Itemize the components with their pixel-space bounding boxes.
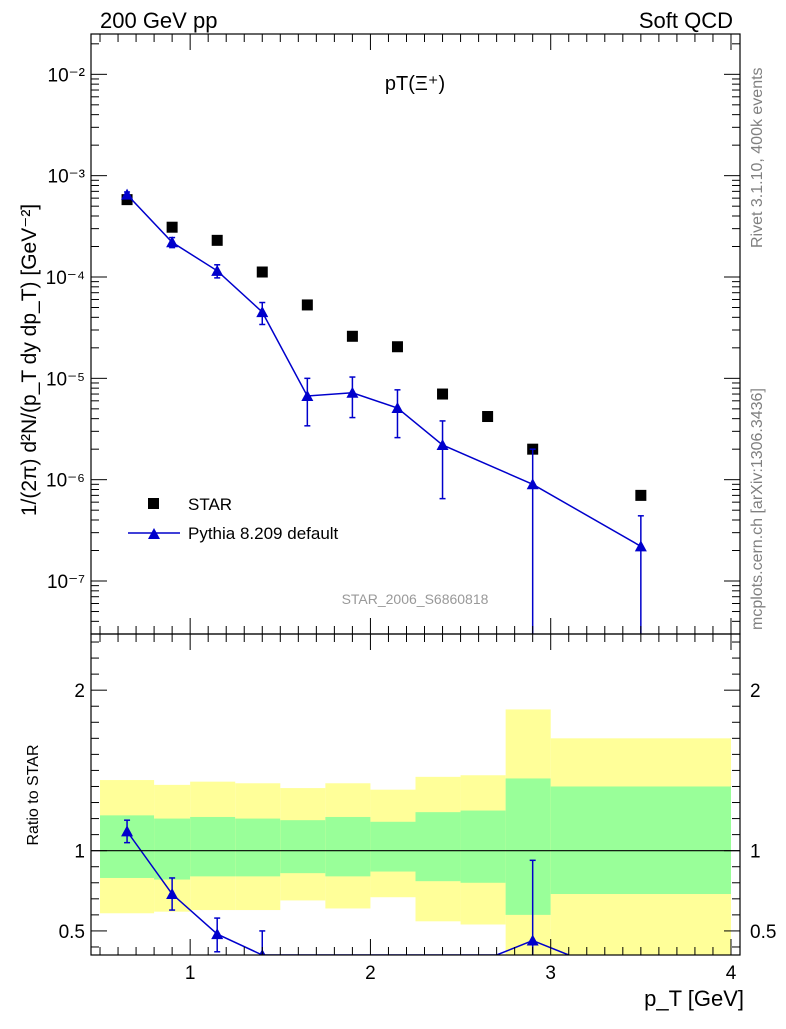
ratio-point <box>526 934 539 946</box>
pythia-point <box>634 540 647 552</box>
star-point <box>635 489 647 501</box>
ratio-axes: 0.5 0.5 1 1 2 2 1 2 3 4 <box>59 633 776 984</box>
pythia-point <box>121 188 134 200</box>
header-right: Soft QCD <box>639 8 733 33</box>
pythia-point <box>526 478 539 490</box>
ratio-data-layer <box>121 819 569 955</box>
pythia-line <box>126 194 642 547</box>
legend-marker-star <box>148 498 159 509</box>
legend: STAR Pythia 8.209 default <box>128 495 339 543</box>
star-point <box>391 341 403 353</box>
pythia-point <box>391 401 404 413</box>
mcplots-label: mcplots.cern.ch [arXiv:1306.3436] <box>749 388 766 630</box>
star-point <box>482 411 494 423</box>
uncertainty-band-inner <box>460 810 506 883</box>
pythia-point <box>436 438 449 450</box>
main-y-tick-label: 10⁻⁶ <box>46 471 85 492</box>
header-left: 200 GeV pp <box>100 8 217 33</box>
ratio-point <box>211 928 224 940</box>
x-tick-label: 4 <box>726 963 737 984</box>
uncertainty-band-inner <box>235 818 281 877</box>
ratio-y-axis-title: Ratio to STAR <box>25 744 42 845</box>
x-axis-title: p_T [GeV] <box>644 986 744 1011</box>
uncertainty-band-inner <box>280 820 326 874</box>
star-point <box>211 234 223 246</box>
main-axes: 10⁻⁷ 10⁻⁶ 10⁻⁵ 10⁻⁴ 10⁻³ 10⁻² <box>46 33 741 635</box>
ratio-panel <box>100 709 731 955</box>
uncertainty-band-inner <box>415 812 461 882</box>
main-y-tick-label: 10⁻⁴ <box>46 268 85 289</box>
rivet-label: Rivet 3.1.10, 400k events <box>749 67 766 248</box>
ratio-y-tick-label: 1 <box>74 842 85 863</box>
pythia-point <box>256 306 269 318</box>
ratio-y-tick-label: 0.5 <box>59 922 85 943</box>
uncertainty-band-inner <box>505 778 551 915</box>
uncertainty-band-inner <box>190 816 236 877</box>
star-point <box>301 299 313 311</box>
pythia-point <box>211 264 224 276</box>
uncertainty-band-inner <box>325 816 371 877</box>
x-tick-label: 3 <box>545 963 556 984</box>
ratio-y-tick-label-right: 2 <box>750 681 761 702</box>
main-y-tick-label: 10⁻² <box>48 65 86 86</box>
legend-marker-pythia <box>148 528 160 539</box>
ratio-y-tick-label-right: 0.5 <box>750 922 776 943</box>
star-point <box>121 194 133 206</box>
uncertainty-band-inner <box>550 786 731 895</box>
ratio-frame <box>90 633 741 956</box>
ratio-point <box>166 888 179 900</box>
x-tick-label: 2 <box>365 963 376 984</box>
ratio-point <box>121 825 134 837</box>
uncertainty-band-inner <box>370 821 416 872</box>
main-y-tick-label: 10⁻⁵ <box>46 369 85 390</box>
main-data-layer <box>121 188 647 634</box>
main-y-tick-label: 10⁻³ <box>48 167 86 188</box>
star-point <box>437 388 449 400</box>
pythia-point <box>166 236 179 248</box>
star-point <box>346 330 358 342</box>
main-y-axis-title: 1/(2π) d²N/(p_T dy dp_T) [GeV⁻²] <box>18 204 41 516</box>
x-tick-label: 1 <box>185 963 196 984</box>
pythia-point <box>301 389 314 401</box>
pythia-point <box>346 386 359 398</box>
legend-label-star: STAR <box>188 495 232 514</box>
watermark: STAR_2006_S6860818 <box>342 591 489 607</box>
ratio-y-tick-label-right: 1 <box>750 842 761 863</box>
star-point <box>256 266 268 278</box>
uncertainty-band-inner <box>154 818 191 880</box>
star-point <box>166 221 178 233</box>
main-y-tick-label: 10⁻⁷ <box>47 572 85 593</box>
ratio-y-tick-label: 2 <box>74 681 85 702</box>
plot-title: pT(Ξ⁺) <box>385 73 445 95</box>
legend-label-pythia: Pythia 8.209 default <box>188 524 339 543</box>
